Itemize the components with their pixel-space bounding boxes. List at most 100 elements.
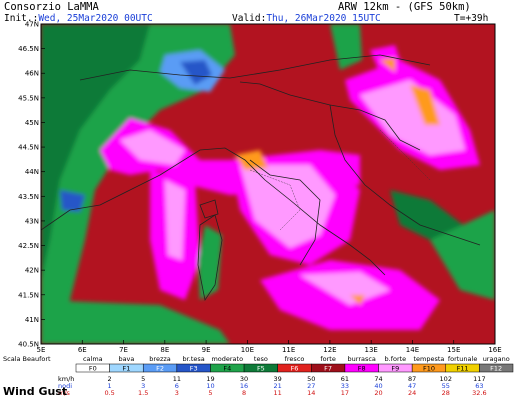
legend-threshold-value: 14 <box>307 389 315 397</box>
legend-threshold-value: 6 <box>175 382 179 390</box>
legend-threshold-value: 74 <box>374 375 382 383</box>
legend-force-code: F2 <box>156 365 164 373</box>
lon-tick-label: 13E <box>365 346 378 354</box>
legend-threshold-value: 3 <box>175 389 179 397</box>
legend-force-code: F4 <box>223 365 231 373</box>
model-title: ARW 12km - (GFS 50km) <box>338 1 471 13</box>
legend-threshold-value: 2 <box>108 375 112 383</box>
legend-force-name: brezza <box>149 355 170 363</box>
legend-threshold-value: 33 <box>341 382 349 390</box>
lon-tick-label: 16E <box>488 346 501 354</box>
legend-force-code: F3 <box>190 365 198 373</box>
lon-tick-label: 14E <box>406 346 419 354</box>
legend-threshold-value: 47 <box>408 382 416 390</box>
legend-threshold-value: 30 <box>240 375 248 383</box>
legend-force-code: F12 <box>490 365 502 373</box>
legend-threshold-value: 32.6 <box>472 389 486 397</box>
legend-threshold-value: 20 <box>374 389 382 397</box>
lon-tick-label: 9E <box>202 346 211 354</box>
legend-threshold-value: 39 <box>274 375 282 383</box>
legend-threshold-value: 3 <box>141 382 145 390</box>
lat-tick-label: 40.5N <box>18 341 39 349</box>
legend-threshold-value: 24 <box>408 389 416 397</box>
legend-force-code: F11 <box>457 365 469 373</box>
lat-tick-label: 44.5N <box>18 144 39 152</box>
lat-tick-label: 45.5N <box>18 94 39 102</box>
header-line-2: Init.:Wed, 25Mar2020 00UTC Valid:Thu, 26… <box>4 13 488 24</box>
legend-threshold-value: 17 <box>341 389 349 397</box>
org-title: Consorzio LaMMA <box>4 1 99 13</box>
lat-tick-label: 42N <box>25 267 39 275</box>
init-label: Init.: <box>4 13 39 24</box>
lon-tick-label: 11E <box>282 346 295 354</box>
valid-label: Valid: <box>232 13 267 24</box>
lon-tick-label: 7E <box>119 346 128 354</box>
lon-tick-label: 12E <box>323 346 336 354</box>
lat-tick-label: 45N <box>25 119 39 127</box>
legend-threshold-value: 19 <box>206 375 214 383</box>
legend-unit-label: nodi <box>58 382 72 390</box>
valid-group: Valid:Thu, 26Mar2020 15UTC <box>232 13 381 24</box>
lat-tick-label: 41.5N <box>18 291 39 299</box>
lon-tick-label: 5E <box>37 346 46 354</box>
legend-unit-label: km/h <box>58 375 74 383</box>
beaufort-legend: Scala Beaufort calma F0 bava F1 brezza F2 br.te… <box>3 355 514 397</box>
lat-tick-label: 43.5N <box>18 193 39 201</box>
legend-threshold-value: 16 <box>240 382 248 390</box>
legend-force-name: fresco <box>285 355 305 363</box>
legend-threshold-value: 50 <box>307 375 315 383</box>
legend-threshold-value: 87 <box>408 375 416 383</box>
legend-threshold-value: 1 <box>108 382 112 390</box>
legend-threshold-value: 102 <box>440 375 452 383</box>
legend-force-code: F5 <box>257 365 265 373</box>
lat-tick-label: 42.5N <box>18 242 39 250</box>
legend-threshold-value: 21 <box>274 382 282 390</box>
legend-threshold-value: 0.5 <box>104 389 114 397</box>
legend-force-code: F9 <box>391 365 399 373</box>
lat-tick-label: 46.5N <box>18 45 39 53</box>
legend-threshold-value: 40 <box>374 382 382 390</box>
legend-threshold-value: 5 <box>141 375 145 383</box>
legend-threshold-value: 61 <box>341 375 349 383</box>
legend-force-name: b.forte <box>385 355 407 363</box>
legend-force-name: moderato <box>211 355 243 363</box>
legend-threshold-value: 11 <box>173 375 181 383</box>
legend-threshold-value: 117 <box>473 375 485 383</box>
legend-force-code: F8 <box>358 365 366 373</box>
legend-unit-label: m/s <box>58 389 71 397</box>
lat-tick-label: 44N <box>25 168 39 176</box>
legend-threshold-value: 5 <box>208 389 212 397</box>
legend-scale-title: Scala Beaufort <box>3 355 51 363</box>
lon-tick-label: 15E <box>447 346 460 354</box>
lon-tick-label: 10E <box>241 346 254 354</box>
lat-tick-label: 46N <box>25 70 39 78</box>
legend-force-name: fortunale <box>448 355 478 363</box>
legend-force-name: tempesta <box>413 355 444 363</box>
longitude-ticks: 5E 6E 7E 8E 9E 10E 11E 12E 13E 14E 15E 16E <box>37 340 502 354</box>
legend-swatch <box>479 363 514 373</box>
lead-time: T=+39h <box>454 13 489 24</box>
valid-value: Thu, 26Mar2020 15UTC <box>266 13 381 24</box>
init-value: Wed, 25Mar2020 00UTC <box>38 13 153 24</box>
legend-force-name: bava <box>118 355 134 363</box>
lat-tick-label: 47N <box>25 21 39 29</box>
legend-force-name: teso <box>254 355 268 363</box>
lon-tick-label: 8E <box>160 346 169 354</box>
legend-force-code: F1 <box>122 365 130 373</box>
legend-force-code: F6 <box>291 365 299 373</box>
footer-title: Wind Gust <box>3 385 68 398</box>
legend-threshold-value: 55 <box>442 382 450 390</box>
legend-force-name: br.tesa <box>183 355 205 363</box>
legend-threshold-value: 10 <box>206 382 214 390</box>
legend-threshold-value: 28 <box>442 389 450 397</box>
lon-tick-label: 6E <box>78 346 87 354</box>
map-frame <box>40 23 496 345</box>
legend-force-name: forte <box>320 355 336 363</box>
lat-tick-label: 41N <box>25 316 39 324</box>
legend-threshold-value: 63 <box>475 382 483 390</box>
latitude-ticks: 47N 46.5N 46N 45.5N 45N 44.5N 44N 43.5N 43N 42.5N… <box>18 21 45 349</box>
legend-force-name: calma <box>83 355 103 363</box>
gust-field <box>41 24 495 344</box>
legend-threshold-value: 27 <box>307 382 315 390</box>
coastlines <box>41 54 481 302</box>
